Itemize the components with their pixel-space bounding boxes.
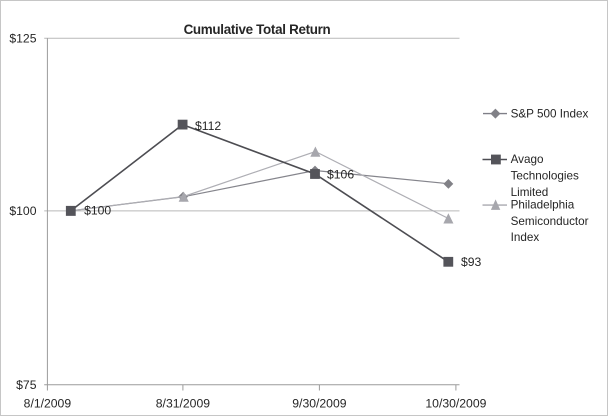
svg-text:8/31/2009: 8/31/2009: [156, 397, 210, 411]
svg-text:S&P 500 Index: S&P 500 Index: [511, 108, 589, 121]
svg-text:Cumulative Total Return: Cumulative Total Return: [184, 22, 331, 37]
svg-text:Limited: Limited: [511, 186, 549, 199]
svg-text:Avago: Avago: [511, 153, 544, 166]
svg-text:$125: $125: [9, 32, 36, 46]
svg-text:$100: $100: [9, 204, 36, 218]
svg-text:$93: $93: [461, 255, 482, 269]
svg-text:10/30/2009: 10/30/2009: [425, 397, 486, 411]
svg-text:Philadelphia: Philadelphia: [511, 199, 575, 212]
svg-text:Semiconductor: Semiconductor: [511, 215, 589, 228]
svg-text:$106: $106: [327, 168, 354, 182]
svg-text:Technologies: Technologies: [511, 170, 579, 183]
svg-text:8/1/2009: 8/1/2009: [24, 397, 72, 411]
svg-text:9/30/2009: 9/30/2009: [292, 397, 346, 411]
svg-text:Index: Index: [511, 231, 540, 244]
svg-text:$112: $112: [195, 119, 221, 133]
svg-text:$100: $100: [84, 204, 111, 218]
svg-text:$75: $75: [16, 378, 37, 392]
